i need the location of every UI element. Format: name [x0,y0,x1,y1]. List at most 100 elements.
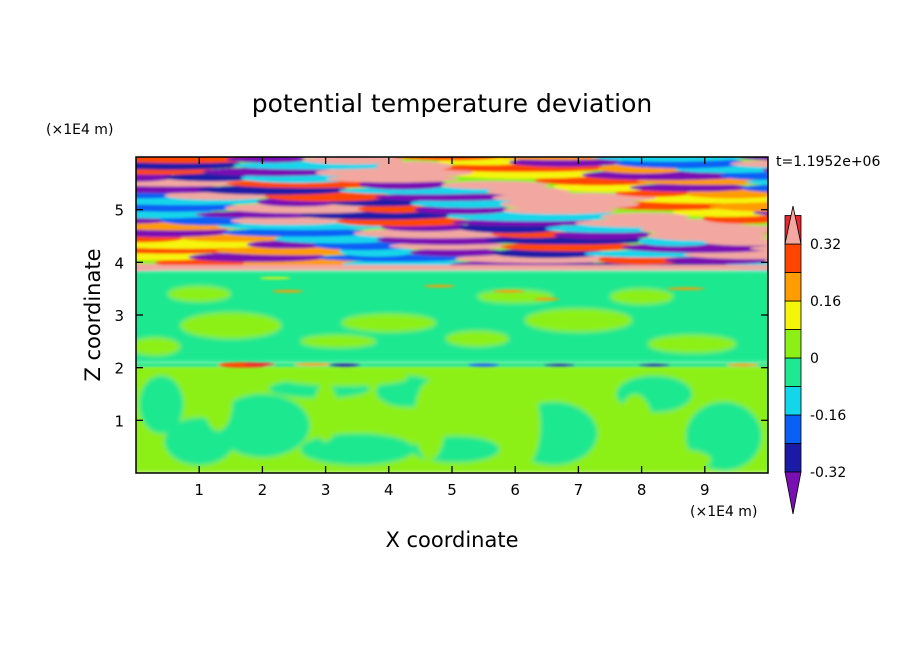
colorbar-over-triangle [784,205,802,245]
streak [136,202,244,212]
streak [490,157,625,161]
streak [592,157,750,162]
colorbar-bin [784,272,802,302]
colorbar-tick-label: 0 [810,351,819,367]
x-axis: 1 2 3 4 5 6 7 8 9 [194,157,710,499]
streak [299,210,458,220]
shear-patch [638,363,671,367]
shear-line [136,363,768,367]
streak [553,230,655,240]
colorbar-tick-label: -0.32 [810,465,846,481]
x-tick-label: 6 [510,481,520,499]
warm-streak [271,289,304,293]
streak [302,157,404,165]
colorbar-tick-label: 0.32 [810,237,841,253]
streak [449,169,602,179]
streak [745,178,768,186]
streak [202,167,342,177]
streak [487,187,570,196]
x-tick-label: 8 [637,481,647,499]
warm-patch [180,312,282,339]
streak [781,172,882,182]
warm-streak [493,289,525,293]
warm-streak [259,277,291,280]
streak [410,198,531,208]
colorbar-bin [784,300,802,330]
streak [749,245,768,251]
x-tick-label: 4 [384,481,394,499]
streak [441,181,549,190]
shear-patch [294,363,332,366]
x-unit-label: (×1E4 m) [690,504,757,520]
streak [730,160,768,168]
streak [221,228,374,237]
cool-cell [215,394,310,458]
streak [719,171,768,180]
warm-cell [281,370,408,387]
colorbar-tick-label: 0.16 [810,294,841,310]
warm-patch [136,337,181,356]
x-tick-label: 5 [447,481,457,499]
streak [794,262,895,273]
y-tick-label: 4 [114,254,124,272]
streak [508,157,623,167]
warm-patch [477,289,554,304]
x-tick-label: 1 [194,481,204,499]
colorbar: 0.32 0.16 0 -0.16 -0.32 [784,205,846,515]
warm-patch [167,286,231,302]
streak [216,222,394,230]
x-tick-label: 7 [574,481,584,499]
warm-cap [136,264,768,271]
contour-field [136,157,895,473]
streak [767,199,768,201]
y-tick-label: 1 [114,412,124,430]
y-axis: 1 2 3 4 5 [114,202,768,430]
streak [273,234,401,244]
streak [762,168,768,173]
time-label: t=1.1952e+06 [776,154,880,170]
shear-patch [726,363,759,367]
chart-title: potential temperature deviation [252,89,652,118]
y-unit-label: (×1E4 m) [46,122,113,138]
y-axis-label: Z coordinate [81,248,105,381]
streak [752,210,768,216]
colorbar-bin [784,414,802,444]
warm-streak [666,287,705,290]
streak [709,201,768,212]
warm-patch [341,313,437,333]
cool-cell [685,401,762,471]
warm-patch [300,334,377,348]
colorbar-tick-label: -0.16 [810,408,846,424]
cool-cell [300,433,415,466]
streak [600,212,689,221]
x-axis-label: X coordinate [385,528,518,552]
warm-cell [647,449,712,471]
warm-patch [524,308,633,333]
warm-cell [616,394,655,473]
streak [180,234,288,242]
streak [574,218,746,228]
x-tick-label: 2 [258,481,268,499]
streak [376,161,453,172]
warm-cell [312,383,339,442]
colorbar-bin [784,357,802,387]
colorbar-under-triangle [784,471,802,515]
x-tick-label: 3 [321,481,331,499]
streak [738,157,768,161]
colorbar-bin [784,243,802,273]
streak [764,259,768,263]
shear-patch [243,362,276,367]
streak [751,228,768,234]
warm-cell [414,380,446,460]
shear-patch [328,363,361,367]
colorbar-bin [784,443,802,473]
streak [394,157,507,161]
warm-patch [647,334,737,354]
streak [741,184,768,193]
x-tick-label: 9 [700,481,710,499]
warm-patch [445,330,509,347]
streak [409,248,505,257]
streak [374,192,520,202]
streak [768,189,882,200]
